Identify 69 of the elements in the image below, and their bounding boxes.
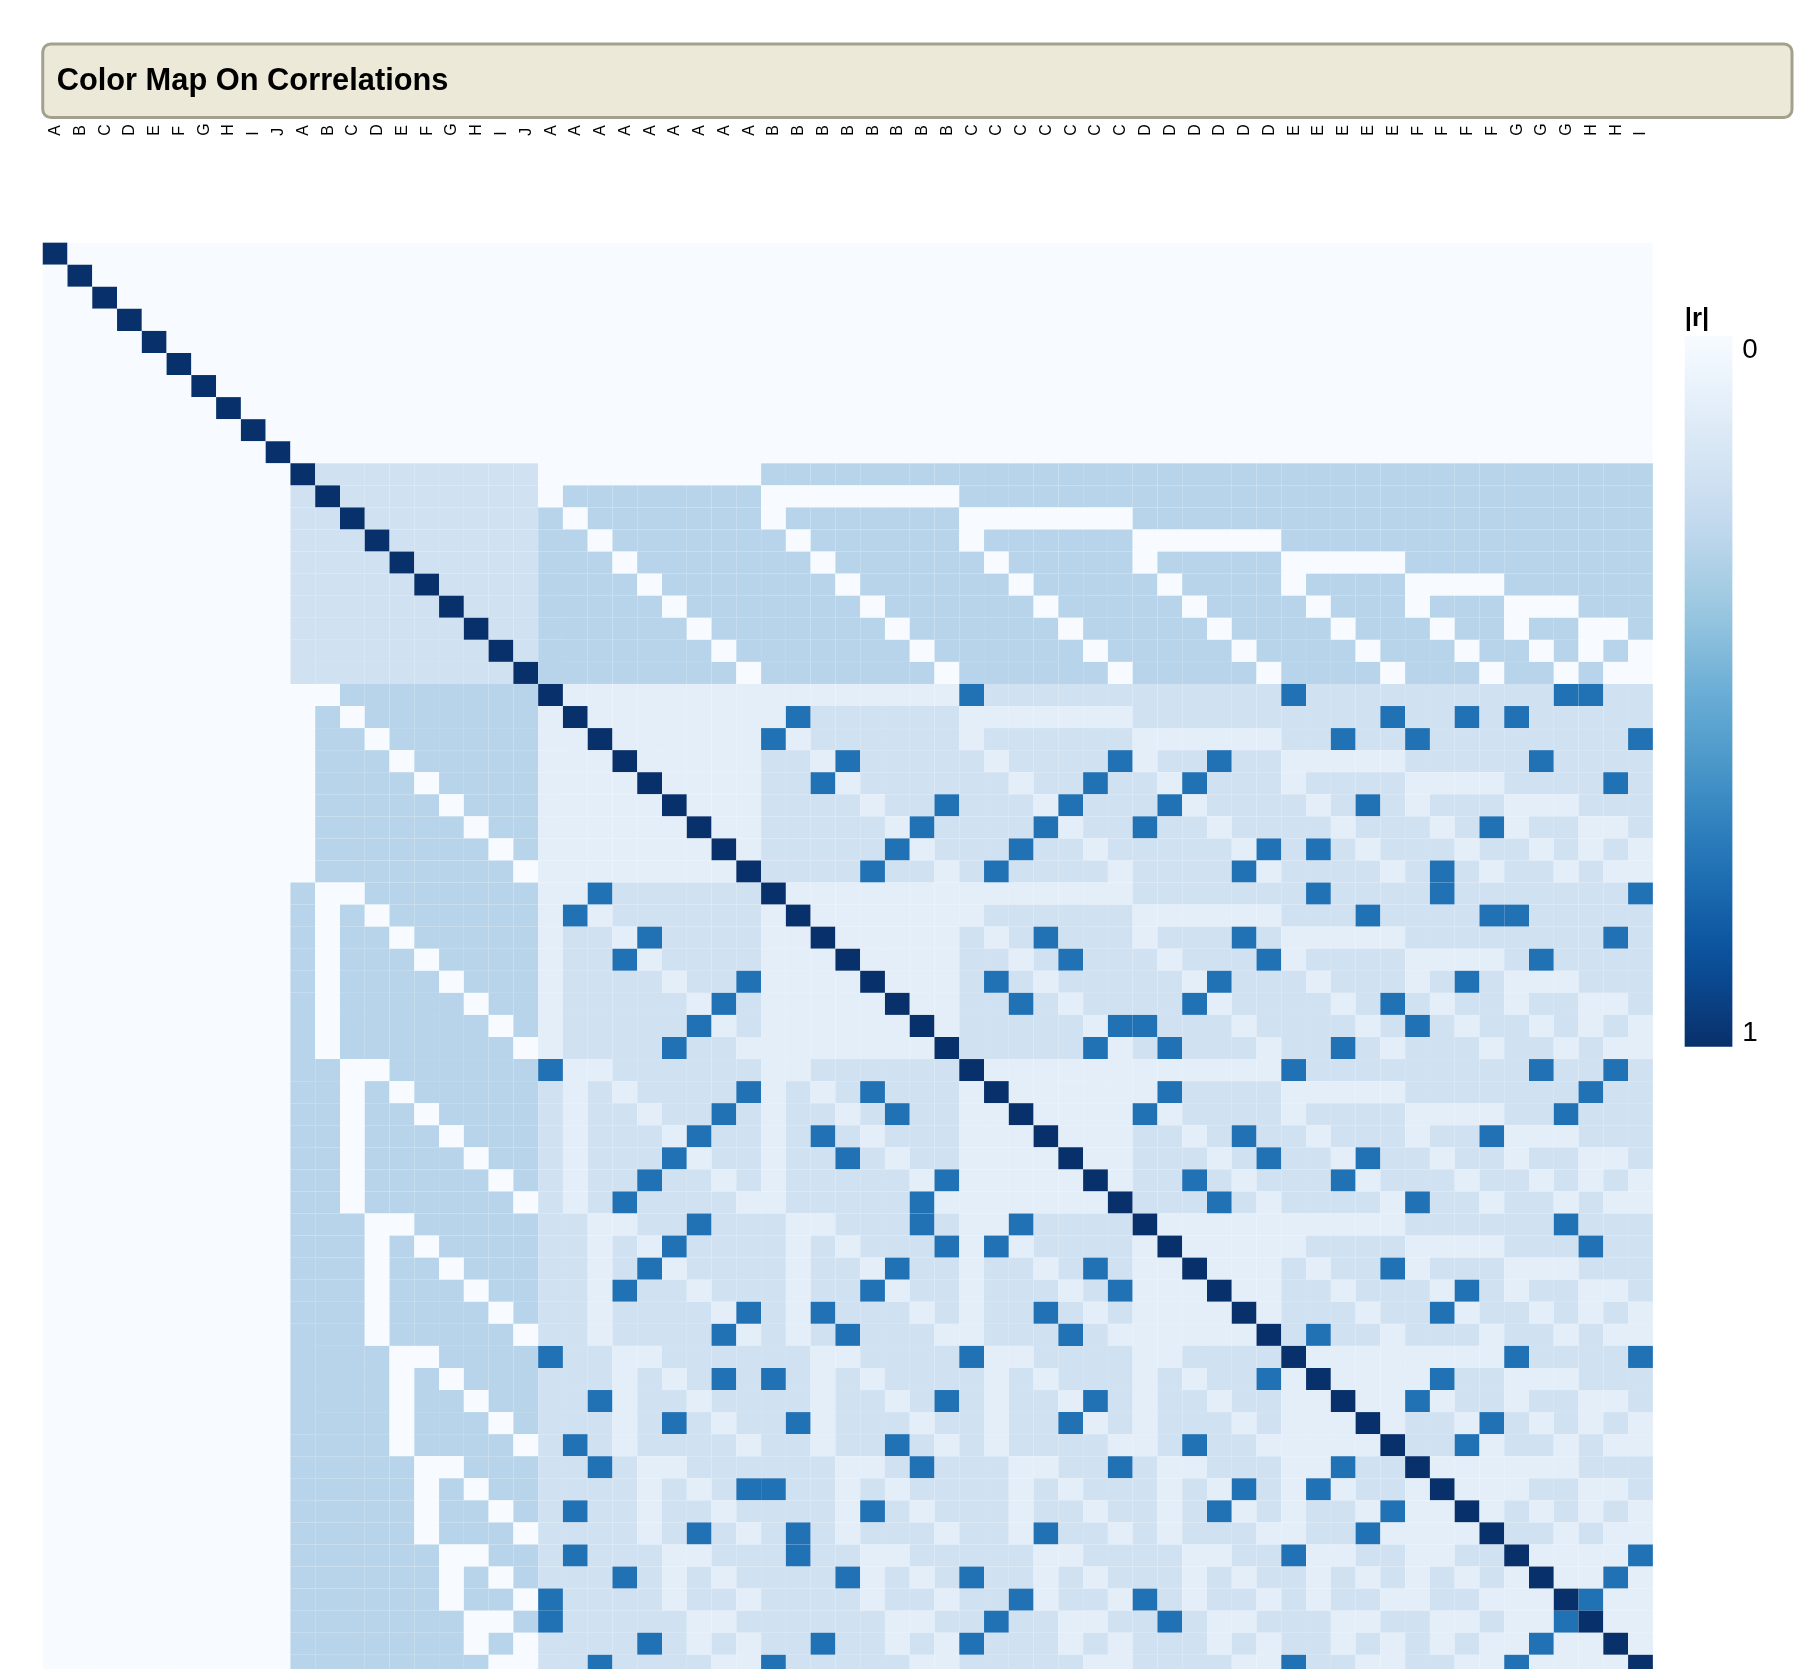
x-tick-label: F	[1408, 125, 1426, 136]
x-tick-label: B	[789, 125, 807, 136]
x-tick-label: G	[1532, 123, 1550, 136]
x-tick-label: H	[1581, 124, 1599, 136]
x-tick-label: A	[665, 124, 683, 136]
x-tick-label: B	[888, 125, 906, 136]
x-tick-label: E	[1309, 125, 1327, 136]
x-tick-label: A	[541, 124, 559, 136]
x-tick-label: C	[95, 124, 113, 136]
x-tick-label: D	[1160, 124, 1178, 136]
x-tick-label: G	[1557, 123, 1575, 136]
x-tick-label: A	[46, 124, 64, 136]
x-tick-label: A	[690, 124, 708, 136]
x-tick-label: A	[566, 124, 584, 136]
x-tick-label: J	[516, 127, 534, 136]
color-bar-label: 1	[1742, 1015, 1758, 1047]
x-tick-label: E	[145, 125, 163, 136]
x-tick-label: B	[913, 125, 931, 136]
x-tick-label: C	[1036, 124, 1054, 136]
x-tick-label: E	[1383, 125, 1401, 136]
x-tick-label: B	[863, 125, 881, 136]
x-tick-label: D	[1185, 124, 1203, 136]
x-tick-label: A	[293, 124, 311, 136]
x-tick-label: C	[962, 124, 980, 136]
x-tick-label: C	[343, 124, 361, 136]
x-tick-label: D	[1136, 124, 1154, 136]
x-tick-label: A	[739, 124, 757, 136]
x-tick-label: D	[1235, 124, 1253, 136]
x-tick-label: I	[244, 131, 262, 136]
x-tick-label: A	[640, 124, 658, 136]
x-tick-label: A	[714, 124, 732, 136]
x-tick-label: F	[417, 125, 435, 136]
x-tick-label: H	[219, 124, 237, 136]
x-tick-label: I	[1631, 131, 1649, 136]
x-tick-label: J	[269, 127, 287, 136]
x-tick-label: B	[814, 125, 831, 136]
x-tick-label: F	[169, 125, 187, 136]
x-tick-label: D	[120, 124, 138, 136]
x-tick-label: B	[838, 125, 856, 136]
color-bar-label: 0	[1742, 332, 1758, 364]
x-tick-label: C	[987, 124, 1005, 136]
x-tick-label: E	[1358, 125, 1376, 136]
x-tick-label: B	[318, 125, 336, 136]
x-tick-label: F	[1433, 125, 1451, 136]
x-tick-label: F	[1458, 125, 1476, 136]
x-tick-label: H	[1606, 124, 1624, 136]
x-tick-label: B	[937, 125, 955, 136]
x-tick-label: A	[615, 124, 633, 136]
x-tick-label: I	[491, 131, 509, 136]
chart-title: Color Map On Correlations	[56, 61, 449, 97]
x-tick-label: B	[70, 125, 88, 136]
x-tick-label: E	[1284, 125, 1302, 136]
x-tick-label: D	[368, 124, 386, 136]
x-tick-label: D	[1259, 124, 1277, 136]
x-tick-label: H	[467, 124, 485, 136]
x-tick-label: E	[392, 125, 410, 136]
x-tick-label: F	[1482, 125, 1500, 136]
x-tick-label: A	[591, 124, 609, 136]
x-tick-label: G	[1507, 123, 1525, 136]
x-tick-label: D	[1210, 124, 1228, 136]
x-tick-label: C	[1061, 124, 1079, 136]
x-tick-label: C	[1012, 124, 1030, 136]
x-tick-label: C	[1111, 124, 1129, 136]
color-bar-title: |r|	[1684, 303, 1710, 332]
x-tick-label: G	[194, 123, 212, 136]
x-tick-label: B	[764, 125, 782, 136]
x-tick-label: E	[1334, 125, 1352, 136]
x-tick-label: C	[1086, 124, 1104, 136]
x-tick-label: G	[442, 123, 460, 136]
